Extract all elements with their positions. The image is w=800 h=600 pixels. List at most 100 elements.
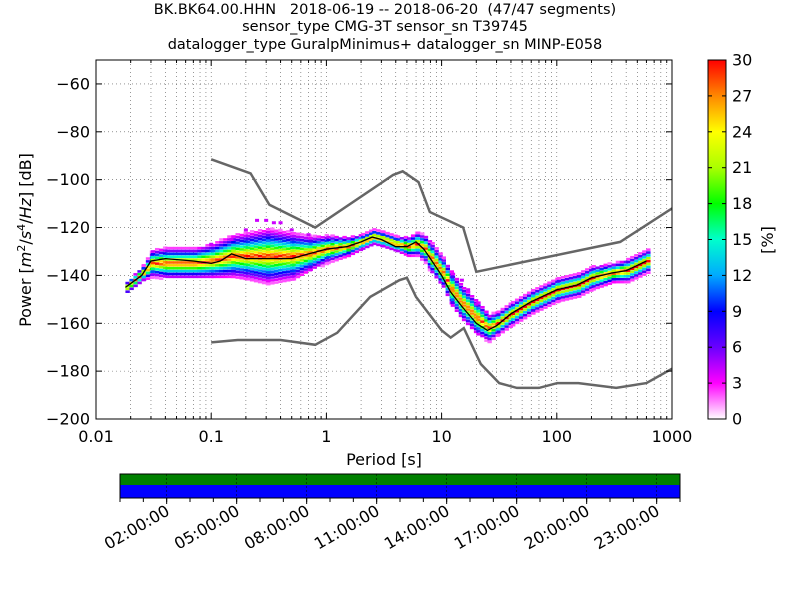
pdf-cell <box>445 267 450 271</box>
pdf-cell <box>189 252 194 256</box>
pdf-cell <box>560 281 566 285</box>
pdf-cell <box>274 246 279 250</box>
pdf-cell <box>257 231 263 235</box>
pdf-cell <box>181 266 186 270</box>
pdf-cell <box>423 238 429 242</box>
pdf-cell <box>469 303 475 307</box>
pdf-cell <box>469 323 475 327</box>
pdf-cell <box>535 287 540 290</box>
pdf-cell <box>450 287 456 290</box>
pdf-cell <box>243 274 248 278</box>
pdf-cell <box>395 241 401 244</box>
pdf-cell <box>154 265 160 268</box>
pdf-cell <box>215 264 220 267</box>
pdf-cell <box>249 244 255 248</box>
pdf-cell <box>282 245 287 248</box>
pdf-cell <box>245 252 251 255</box>
pdf-cell <box>193 246 198 250</box>
pdf-cell <box>496 324 501 328</box>
pdf-cell <box>266 262 271 266</box>
pdf-cell <box>308 248 313 251</box>
pdf-cell <box>211 243 216 247</box>
pdf-cell <box>504 310 509 314</box>
pdf-cell <box>526 294 532 297</box>
pdf-cell <box>162 269 168 272</box>
pdf-cell <box>350 235 356 238</box>
pdf-cell <box>572 281 578 285</box>
pdf-cell <box>626 269 631 272</box>
pdf-cell <box>303 262 309 266</box>
pdf-cell <box>611 275 617 278</box>
pdf-cell <box>235 247 240 251</box>
pdf-cell <box>591 279 596 282</box>
pdf-cell <box>603 269 608 272</box>
pdf-cell <box>591 270 596 274</box>
pdf-cell <box>270 261 275 265</box>
pdf-cell <box>393 243 398 246</box>
pdf-cell <box>420 252 425 256</box>
pdf-cell <box>253 276 259 280</box>
pdf-cell <box>585 268 590 271</box>
pdf-cell <box>165 261 170 264</box>
pdf-cell <box>568 291 574 294</box>
pdf-cell <box>274 235 279 238</box>
pdf-cell <box>299 241 305 245</box>
pdf-cell <box>461 292 467 296</box>
pdf-cell <box>603 277 608 281</box>
pdf-cell <box>461 301 467 304</box>
pdf-cell <box>642 253 647 256</box>
pdf-cell <box>303 268 309 271</box>
pdf-cell <box>286 264 291 268</box>
pdf-cell <box>165 258 170 261</box>
pdf-cell <box>416 254 421 258</box>
pdf-cell <box>434 264 439 268</box>
pdf-cell <box>243 231 248 235</box>
pdf-cell <box>427 265 433 269</box>
pdf-cell <box>638 257 643 261</box>
pdf-cell <box>243 268 248 272</box>
colorbar-tick-label: 30 <box>732 51 752 70</box>
pdf-cell <box>211 246 216 250</box>
pdf-cell <box>253 248 259 251</box>
pdf-cell <box>227 246 232 250</box>
colorbar-tick-label: 18 <box>732 194 752 213</box>
pdf-cell <box>461 304 467 307</box>
pdf-cell <box>642 258 647 262</box>
pdf-cell <box>270 258 275 262</box>
pdf-cell <box>308 265 313 269</box>
pdf-cell <box>211 269 216 273</box>
pdf-cell <box>423 261 429 265</box>
pdf-cell <box>154 268 160 271</box>
pdf-cell <box>249 264 255 268</box>
pdf-cell <box>173 272 178 276</box>
pdf-cell <box>215 266 220 270</box>
pdf-cell <box>249 247 255 250</box>
pdf-cell <box>282 250 287 254</box>
pdf-cell <box>330 240 335 243</box>
pdf-cell <box>326 250 331 253</box>
pdf-cell <box>282 239 287 243</box>
pdf-cell <box>201 249 206 253</box>
pdf-cell <box>201 255 206 259</box>
pdf-cell <box>491 331 496 335</box>
pdf-cell <box>547 281 552 285</box>
pdf-cell <box>162 263 168 267</box>
pdf-cell <box>239 268 244 271</box>
pdf-cell <box>454 309 460 313</box>
pdf-cell <box>420 238 425 241</box>
pdf-cell <box>231 266 236 270</box>
pdf-cell <box>133 281 138 285</box>
pdf-cell <box>539 299 544 303</box>
x-tick-label: 1 <box>321 427 331 446</box>
pdf-cell <box>458 297 464 300</box>
pdf-cell <box>473 324 479 328</box>
pdf-cell <box>231 261 236 264</box>
pdf-cell <box>205 243 210 247</box>
pdf-cell <box>312 248 317 252</box>
pdf-cell <box>496 310 501 314</box>
pdf-cell <box>278 266 283 269</box>
pdf-cell <box>438 263 443 267</box>
pdf-cell <box>441 273 446 277</box>
pdf-cell <box>299 238 305 242</box>
pdf-cell <box>177 255 182 259</box>
